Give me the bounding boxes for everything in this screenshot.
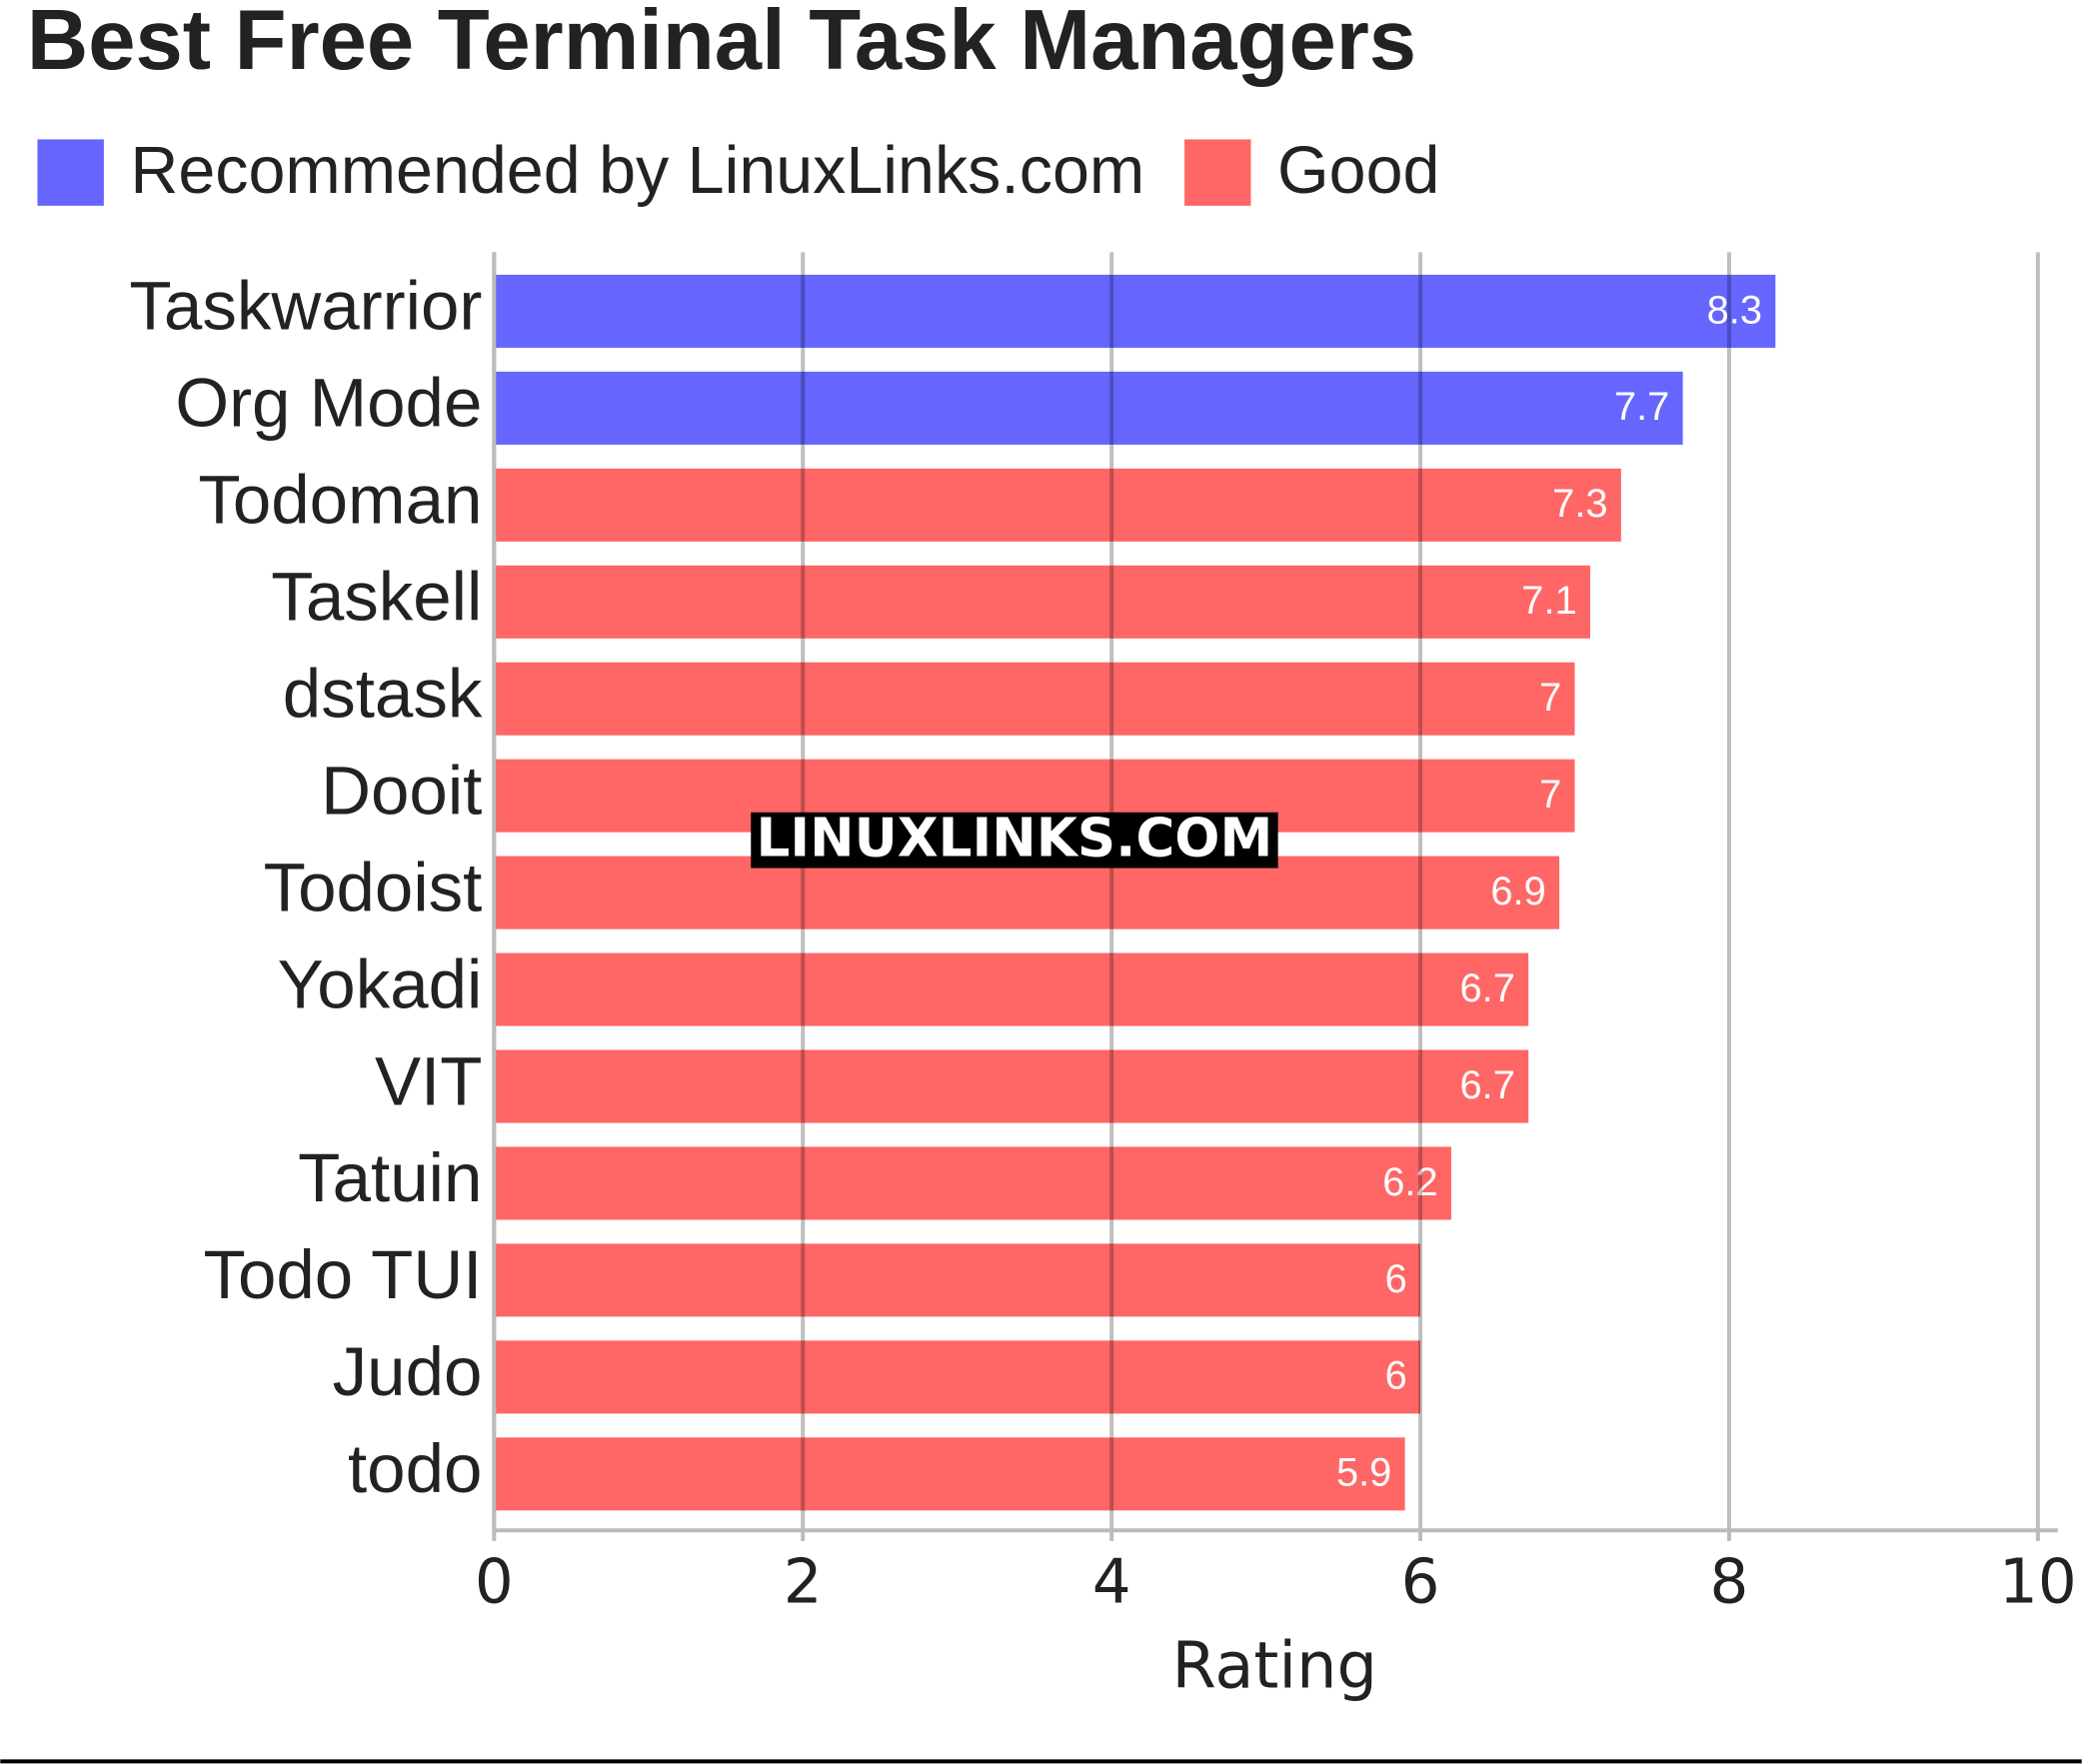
value-label: 7 — [1539, 773, 1561, 817]
value-label: 6.2 — [1382, 1160, 1437, 1204]
x-tick-label: 8 — [1710, 1547, 1749, 1618]
value-label: 7.3 — [1552, 482, 1607, 526]
watermark: LINUXLINKS.COM — [757, 808, 1273, 870]
value-label: 6.7 — [1460, 1063, 1515, 1107]
watermark-bg — [751, 812, 1278, 869]
bar — [494, 371, 1683, 445]
y-tick-label: Todoist — [264, 848, 483, 925]
bar — [494, 662, 1575, 736]
x-tick-label: 4 — [1092, 1547, 1131, 1618]
value-label: 7 — [1539, 676, 1561, 720]
value-label: 6 — [1385, 1354, 1407, 1398]
x-axis-label: Rating — [1171, 1629, 1377, 1703]
value-label: 6.7 — [1460, 966, 1515, 1010]
y-tick-label: dstask — [283, 654, 483, 732]
bar — [494, 856, 1560, 929]
y-tick-label: Todo TUI — [203, 1235, 482, 1313]
value-label: 8.3 — [1707, 288, 1762, 332]
y-tick-label: Judo — [333, 1332, 483, 1410]
y-tick-label: Todoman — [198, 461, 482, 539]
bar — [494, 1146, 1451, 1220]
y-tick-label: todo — [348, 1429, 482, 1507]
legend-label: Good — [1277, 134, 1439, 208]
y-tick-label: Org Mode — [175, 364, 482, 442]
chart-title: Best Free Terminal Task Managers — [27, 0, 1416, 88]
x-tick-label: 10 — [1999, 1547, 2077, 1618]
bar — [494, 274, 1776, 348]
bar — [494, 1049, 1529, 1123]
value-label: 7.7 — [1614, 385, 1669, 429]
bar — [494, 565, 1590, 639]
y-tick-label: Tatuin — [298, 1138, 482, 1216]
y-tick-label: Yokadi — [278, 944, 483, 1022]
value-label: 5.9 — [1336, 1451, 1391, 1495]
y-tick-label: Taskwarrior — [129, 267, 482, 345]
value-label: 6 — [1385, 1257, 1407, 1301]
x-tick-label: 0 — [475, 1547, 514, 1618]
bar — [494, 1437, 1405, 1511]
value-label: 7.1 — [1521, 579, 1576, 623]
legend-swatch — [1184, 139, 1251, 206]
y-tick-label: VIT — [375, 1041, 482, 1119]
x-tick-label: 2 — [784, 1547, 823, 1618]
y-tick-label: Dooit — [321, 751, 482, 829]
y-tick-label: Taskell — [271, 558, 482, 636]
legend-label: Recommended by LinuxLinks.com — [130, 134, 1144, 208]
bar — [494, 468, 1621, 542]
legend-swatch — [37, 139, 104, 206]
bar — [494, 1340, 1421, 1414]
watermark-group: LINUXLINKS.COM — [751, 808, 1278, 870]
value-label: 6.9 — [1490, 870, 1545, 913]
bar — [494, 952, 1529, 1026]
bar — [494, 1243, 1421, 1317]
x-tick-label: 6 — [1401, 1547, 1440, 1618]
